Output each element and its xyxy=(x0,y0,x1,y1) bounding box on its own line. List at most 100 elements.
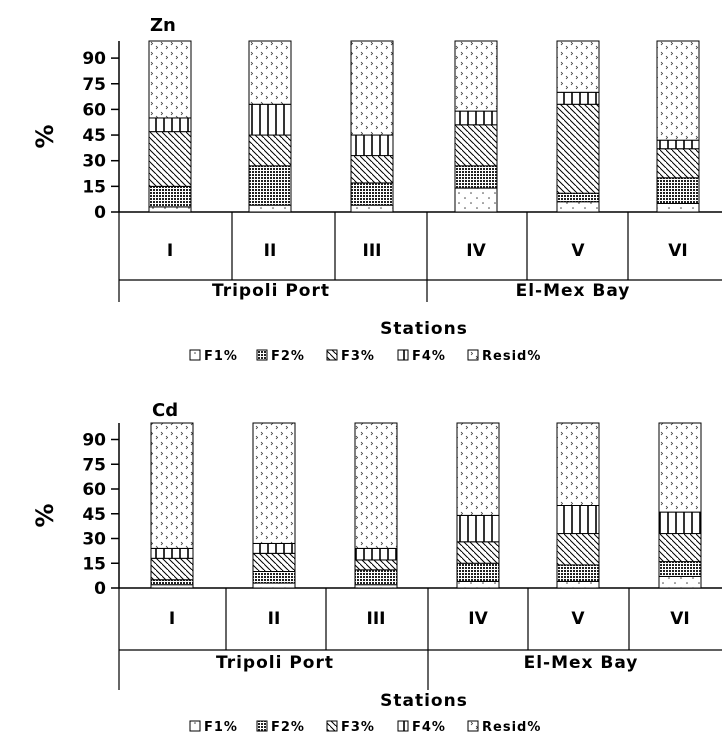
x-axis-label: Stations xyxy=(380,691,468,711)
bar-segment-f4 xyxy=(454,110,498,126)
y-axis-label: % xyxy=(31,124,59,148)
chart-title: Zn xyxy=(150,15,176,36)
y-tick-label: 30 xyxy=(82,530,106,550)
legend-label-f3: F3% xyxy=(341,349,375,364)
bar-segment-f1 xyxy=(658,575,702,589)
bar-segment-f1 xyxy=(556,580,600,589)
category-label: IV xyxy=(468,609,488,629)
legend-label-f1: F1% xyxy=(204,349,238,364)
bar-segment-resid xyxy=(354,422,398,549)
legend-swatch-resid xyxy=(467,349,479,361)
legend-label-f4: F4% xyxy=(412,349,446,364)
bar-segment-resid xyxy=(456,422,500,516)
bar-segment-f4 xyxy=(656,139,700,150)
bar-segment-resid xyxy=(454,40,498,112)
y-tick-label: 0 xyxy=(94,203,106,223)
chart-title: Cd xyxy=(152,400,178,421)
bar-segment-f4 xyxy=(248,103,292,136)
category-label: V xyxy=(571,609,585,629)
y-axis-label: % xyxy=(31,503,59,527)
legend-swatch-resid xyxy=(467,720,479,732)
bar-segment-resid xyxy=(150,422,194,549)
bar-segment-resid xyxy=(656,40,700,141)
bar-segment-f3 xyxy=(658,533,702,563)
category-label: III xyxy=(363,241,382,261)
bar-segment-f4 xyxy=(252,542,296,554)
bar-segment-f1 xyxy=(656,202,700,213)
y-tick-label: 30 xyxy=(82,152,106,172)
category-label: VI xyxy=(668,241,687,261)
category-label: VI xyxy=(670,609,689,629)
group-label: Tripoli Port xyxy=(212,281,330,301)
y-tick-label: 60 xyxy=(82,100,106,120)
legend: F1% F2% F3% F4% Resid% xyxy=(189,349,540,364)
legend-swatch-f2 xyxy=(256,720,268,732)
bar-segment-f1 xyxy=(248,204,292,213)
legend-swatch-f4 xyxy=(397,720,409,732)
legend-label-f1: F1% xyxy=(204,720,238,735)
bar-segment-f2 xyxy=(248,165,292,206)
bar-segment-resid xyxy=(350,40,394,136)
legend-swatch-f4 xyxy=(397,349,409,361)
bar-segment-f2 xyxy=(456,562,500,582)
bar-segment-f1 xyxy=(454,187,498,213)
bar-segment-f2 xyxy=(556,192,600,203)
bar-segment-f4 xyxy=(150,547,194,559)
bar-segment-f1 xyxy=(148,206,192,213)
category-label: II xyxy=(264,241,277,261)
bar-segment-f4 xyxy=(456,514,500,543)
bar-segment-f4 xyxy=(350,134,394,157)
group-label: El-Mex Bay xyxy=(524,653,639,673)
bar-segment-f1 xyxy=(456,580,500,589)
category-label: I xyxy=(169,609,175,629)
bar-segment-resid xyxy=(252,422,296,544)
bar-segment-f3 xyxy=(252,552,296,572)
y-tick-label: 45 xyxy=(82,126,106,146)
bar-segment-resid xyxy=(658,422,702,513)
bar-segment-f2 xyxy=(454,165,498,189)
bar-segment-f4 xyxy=(658,511,702,535)
bar-segment-f3 xyxy=(656,148,700,179)
bar-segment-resid xyxy=(556,422,600,506)
y-tick-label: 15 xyxy=(82,554,106,574)
legend-label-resid: Resid% xyxy=(482,720,541,735)
category-label: II xyxy=(268,609,281,629)
bar-segment-f2 xyxy=(658,561,702,577)
y-tick-label: 90 xyxy=(82,49,106,69)
bar-segment-f2 xyxy=(656,177,700,204)
legend-label-f4: F4% xyxy=(412,720,446,735)
bar-segment-f3 xyxy=(354,559,398,571)
legend-swatch-f3 xyxy=(326,349,338,361)
y-tick-label: 75 xyxy=(82,75,106,95)
bar-segment-resid xyxy=(248,40,292,105)
bar-segment-f1 xyxy=(252,582,296,589)
legend-label-f3: F3% xyxy=(341,720,375,735)
bar-segment-resid xyxy=(148,40,192,119)
bar-segment-f2 xyxy=(252,571,296,584)
bar-segment-f4 xyxy=(556,91,600,105)
bar-segment-f2 xyxy=(350,182,394,206)
y-tick-label: 0 xyxy=(94,579,106,599)
bar-segment-f4 xyxy=(556,505,600,535)
legend-label-f2: F2% xyxy=(271,720,305,735)
bar-segment-f3 xyxy=(556,103,600,194)
legend: F1% F2% F3% F4% Resid% xyxy=(189,720,541,735)
y-tick-label: 75 xyxy=(82,455,106,475)
legend-swatch-f1 xyxy=(189,720,201,732)
bar-segment-f2 xyxy=(150,579,194,586)
y-tick-label: 15 xyxy=(82,177,106,197)
bar-segment-f2 xyxy=(148,185,192,208)
bar-segment-f3 xyxy=(148,131,192,187)
category-label: IV xyxy=(466,241,486,261)
bar-segment-f3 xyxy=(556,533,600,566)
bar-segment-f2 xyxy=(354,569,398,586)
category-label: V xyxy=(571,241,585,261)
bar-segment-resid xyxy=(556,40,600,93)
category-label: I xyxy=(167,241,173,261)
y-tick-label: 45 xyxy=(82,505,106,525)
bar-segment-f1 xyxy=(350,204,394,213)
bar-segment-f2 xyxy=(556,564,600,582)
